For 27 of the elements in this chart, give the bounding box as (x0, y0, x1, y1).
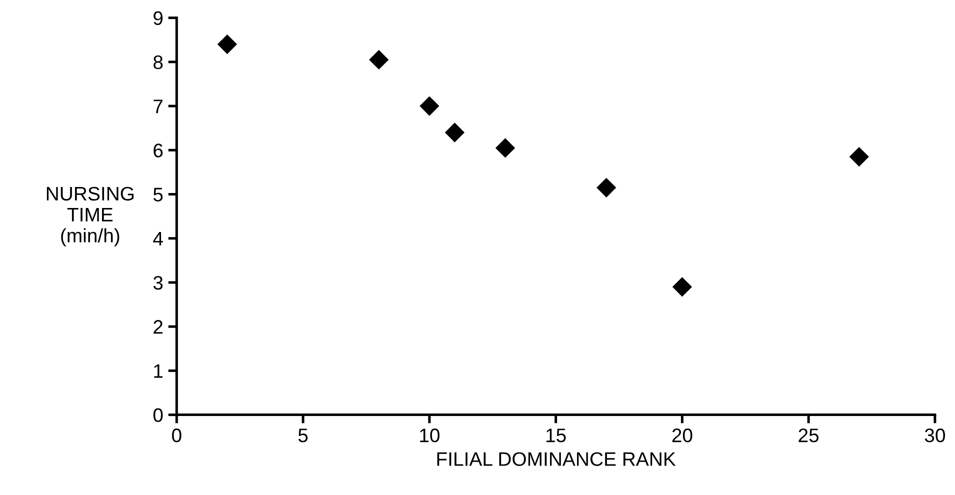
x-tick-label: 25 (798, 428, 819, 442)
y-tick-label: 5 (153, 188, 163, 202)
y-tick-label: 8 (154, 55, 163, 70)
x-tick-label: 15 (546, 428, 566, 442)
point (369, 50, 388, 70)
y-tick-label: 1 (154, 364, 163, 378)
y-tick-label: 9 (154, 11, 163, 26)
x-tick-label: 10 (420, 428, 440, 442)
point (420, 96, 439, 116)
y-tick-label: 6 (154, 144, 163, 158)
y-tick-label: 7 (154, 100, 163, 114)
point (445, 122, 464, 142)
y-tick-label: 2 (154, 320, 163, 334)
point (218, 34, 237, 54)
y-tick-label: 4 (153, 232, 163, 246)
point (596, 178, 616, 198)
point (672, 277, 692, 296)
x-tick-label: 20 (672, 428, 692, 442)
y-tick-label: 3 (153, 276, 163, 290)
x-tick-label: 5 (298, 428, 308, 442)
y-tick-label: 0 (153, 408, 163, 422)
y-axis-title: NURSING TIME (min/h) (46, 186, 134, 246)
x-tick-label: 0 (172, 428, 182, 442)
point (496, 138, 515, 158)
point (850, 147, 869, 166)
x-tick-label: 30 (924, 428, 945, 442)
x-axis-title: FILIAL DOMINANCE RANK (437, 452, 676, 466)
